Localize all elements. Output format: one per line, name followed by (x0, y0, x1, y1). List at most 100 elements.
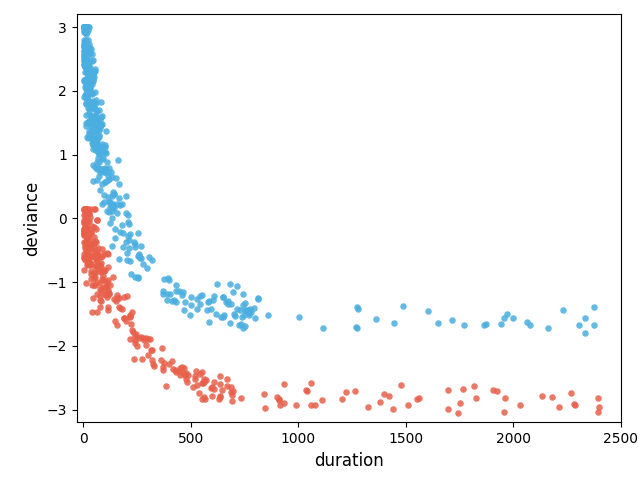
Point (236, 320, 246, 327)
Point (80, 223, 90, 230)
Point (92, 117, 102, 125)
Point (84, 210, 94, 217)
Point (396, 381, 406, 389)
Point (102, 278, 112, 286)
Point (83, 57, 93, 64)
Point (86, 270, 96, 277)
Point (195, 292, 205, 300)
Point (207, 392, 218, 400)
Point (84, 80, 95, 88)
Point (83, 68, 93, 76)
Point (86, 308, 97, 315)
Point (84, 24, 94, 31)
Point (216, 313, 226, 321)
Point (79, 61, 90, 69)
Point (87, 118, 97, 126)
Point (102, 280, 113, 288)
Point (202, 306, 212, 314)
Point (238, 301, 248, 309)
Point (244, 309, 254, 317)
Point (221, 298, 232, 306)
Point (92, 308, 102, 315)
Point (83, 217, 93, 225)
Point (180, 298, 191, 306)
Point (179, 306, 189, 313)
Point (589, 303, 599, 311)
Point (83, 44, 93, 52)
Point (79, 60, 89, 68)
Point (87, 100, 97, 108)
Point (87, 281, 97, 288)
Point (80, 55, 90, 63)
Point (107, 242, 117, 250)
Point (82, 91, 92, 99)
Point (80, 39, 90, 47)
Point (99, 267, 109, 275)
Point (100, 165, 111, 173)
Point (81, 205, 92, 213)
Point (412, 396, 422, 403)
Point (81, 279, 92, 287)
Point (81, 253, 91, 261)
Point (352, 303, 362, 311)
Point (310, 401, 320, 408)
Point (102, 250, 112, 257)
Point (115, 228, 125, 236)
Point (95, 113, 106, 121)
Point (95, 146, 105, 154)
Point (79, 216, 89, 224)
Point (157, 345, 168, 352)
Point (84, 99, 94, 107)
Point (341, 388, 351, 396)
Point (240, 306, 250, 313)
Point (181, 375, 191, 383)
Point (81, 24, 91, 31)
Point (90, 281, 100, 289)
Point (570, 402, 580, 409)
Point (82, 133, 92, 141)
Point (79, 231, 89, 239)
Point (84, 241, 95, 249)
Point (83, 91, 93, 99)
Point (488, 386, 499, 394)
Point (95, 253, 106, 261)
Point (124, 220, 134, 228)
Point (209, 292, 220, 300)
Point (79, 225, 89, 233)
Point (91, 137, 101, 145)
Point (191, 305, 202, 312)
Point (259, 405, 269, 412)
Point (103, 287, 113, 294)
Point (90, 124, 100, 132)
Point (147, 356, 157, 363)
Point (496, 321, 506, 328)
Point (92, 251, 102, 259)
Point (90, 237, 100, 245)
Point (88, 99, 99, 107)
Point (201, 376, 211, 384)
Point (81, 30, 91, 37)
Point (543, 324, 554, 332)
Point (170, 366, 180, 374)
Point (229, 311, 239, 318)
Point (79, 46, 90, 53)
Point (222, 382, 232, 390)
Point (423, 308, 433, 315)
Point (89, 135, 99, 143)
Point (112, 210, 122, 217)
Point (81, 83, 91, 90)
Point (468, 383, 479, 390)
Point (79, 228, 90, 236)
Point (92, 136, 102, 144)
Point (79, 206, 89, 214)
Point (82, 248, 92, 256)
Point (79, 28, 90, 36)
Point (589, 321, 599, 329)
Point (86, 275, 97, 283)
Point (81, 119, 91, 127)
Point (91, 268, 101, 276)
Point (79, 205, 90, 213)
Point (508, 314, 518, 322)
Point (443, 386, 453, 394)
Point (84, 127, 94, 135)
